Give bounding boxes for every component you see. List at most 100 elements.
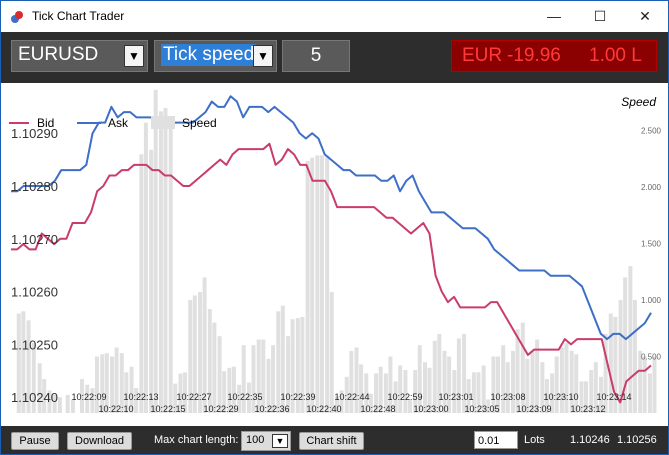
speed-bar [540, 362, 545, 413]
time-tick-label: 10:22:15 [150, 404, 185, 414]
speed-bar [496, 356, 500, 413]
speed-bar [574, 354, 579, 413]
speed-bar [599, 376, 604, 413]
position-size: 1.00 L [589, 45, 642, 66]
speed-bar [584, 381, 589, 413]
speed-bar [374, 373, 379, 413]
time-tick-label: 10:23:10 [543, 392, 578, 402]
download-button[interactable]: Download [67, 432, 132, 450]
speed-bar [329, 292, 334, 413]
price-tick-label: 1.10280 [11, 179, 58, 194]
title-bar: Tick Chart Trader — ☐ ✕ [1, 1, 668, 32]
speed-bar [202, 277, 207, 413]
pnl-value: -19.96 [507, 45, 561, 66]
maximize-button[interactable]: ☐ [593, 8, 607, 24]
lots-input[interactable]: 0.01 [474, 431, 518, 449]
app-logo-icon [11, 11, 23, 23]
max-length-label: Max chart length: [154, 434, 239, 446]
time-tick-label: 10:23:14 [596, 392, 631, 402]
close-button[interactable]: ✕ [639, 8, 651, 24]
speed-axis-title: Speed [621, 95, 656, 109]
speed-bar [124, 372, 129, 413]
time-tick-label: 10:23:12 [570, 404, 605, 414]
speed-tick-label: 2.000 [641, 183, 662, 192]
tick-count-input[interactable]: 5 [282, 40, 350, 72]
speed-bar [310, 157, 315, 413]
speed-bar [222, 371, 227, 413]
speed-bar [427, 367, 432, 413]
time-tick-label: 10:22:44 [334, 392, 369, 402]
speed-bar [246, 382, 251, 413]
time-tick-label: 10:22:29 [203, 404, 238, 414]
speed-bar [188, 300, 193, 413]
speed-bar [319, 155, 324, 413]
speed-tick-label: 1.000 [641, 296, 662, 305]
minimize-button[interactable]: — [547, 8, 561, 24]
max-length-value: 100 [246, 434, 265, 446]
speed-bar [501, 345, 506, 413]
speed-bar [70, 399, 75, 413]
chart-canvas[interactable]: 1.10290 1.10280 1.10270 1.10260 1.10250 1.102… [1, 83, 668, 426]
speed-tick-label: 1.500 [641, 240, 662, 249]
chevron-down-icon[interactable]: ▼ [124, 45, 144, 67]
tick-chart[interactable]: 1.10290 1.10280 1.10270 1.10260 1.10250 1.102… [1, 83, 668, 426]
time-tick-label: 10:23:05 [464, 404, 499, 414]
speed-bar [603, 333, 608, 413]
speed-bar [280, 305, 285, 413]
speed-bar [388, 356, 393, 413]
speed-bar [143, 122, 148, 414]
speed-bar [456, 338, 461, 413]
speed-bar [266, 358, 271, 413]
speed-bar [422, 362, 427, 413]
speed-bar [261, 339, 266, 413]
speed-bar [90, 388, 95, 413]
speed-bar [510, 350, 515, 413]
speed-bar [110, 356, 115, 413]
speed-bar [407, 399, 412, 413]
speed-bar [334, 396, 339, 413]
speed-bar [623, 277, 628, 413]
speed-bar [251, 345, 256, 413]
speed-bar [535, 339, 540, 413]
speed-bar [613, 316, 618, 413]
speed-bar [21, 311, 26, 413]
speed-bar [642, 356, 647, 413]
speed-tick-label: 2.500 [641, 127, 662, 136]
speed-bar [178, 373, 183, 413]
chart-shift-button[interactable]: Chart shift [299, 432, 364, 450]
speed-bar [559, 347, 564, 413]
speed-bar [168, 116, 173, 413]
time-tick-label: 10:23:00 [413, 404, 448, 414]
symbol-select[interactable]: EURUSD ▼ [11, 40, 148, 72]
speed-bar [42, 379, 47, 413]
speed-bar [16, 313, 21, 413]
speed-bar [383, 373, 388, 413]
chevron-down-icon[interactable]: ▼ [272, 434, 288, 448]
pause-button[interactable]: Pause [11, 432, 59, 450]
speed-bar [31, 342, 36, 413]
chevron-down-icon[interactable]: ▼ [253, 45, 273, 67]
speed-bar [530, 350, 535, 413]
speed-bar [632, 300, 637, 413]
speed-bar [271, 345, 276, 413]
speed-bar [466, 379, 471, 413]
speed-bar [325, 155, 330, 413]
speed-bar [354, 347, 359, 413]
speed-tick-label: 0.500 [641, 353, 662, 362]
speed-bar [413, 370, 418, 413]
max-length-select[interactable]: 100 ▼ [241, 431, 291, 451]
speed-bar [217, 336, 222, 413]
time-tick-label: 10:22:09 [71, 392, 106, 402]
speed-bar [505, 362, 510, 413]
speed-bar [344, 376, 349, 413]
speed-bar [564, 342, 569, 413]
chart-type-value: Tick speed [161, 44, 257, 66]
chart-type-select[interactable]: Tick speed ▼ [154, 40, 277, 72]
speed-bar [300, 316, 305, 413]
speed-bar [26, 320, 31, 413]
legend-bid-label: Bid [37, 116, 54, 130]
window-title: Tick Chart Trader [32, 9, 125, 23]
speed-bar [295, 318, 300, 413]
speed-bar [158, 111, 163, 413]
